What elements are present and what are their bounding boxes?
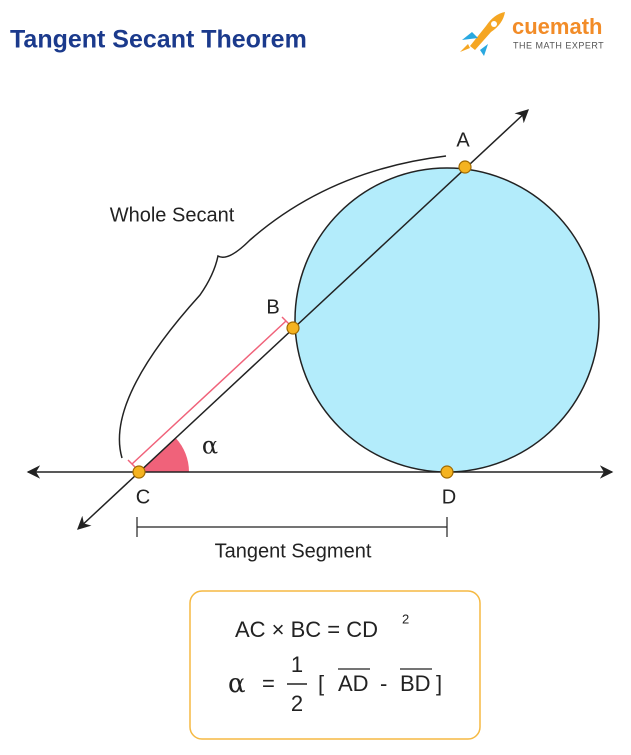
logo: cuemath THE MATH EXPERT bbox=[460, 12, 604, 56]
formula-superscript: 2 bbox=[402, 611, 409, 626]
formula-numerator: 1 bbox=[291, 652, 303, 677]
points bbox=[132, 160, 472, 479]
formula-line1: AC × BC = CD bbox=[235, 617, 378, 642]
logo-tagline: THE MATH EXPERT bbox=[513, 40, 604, 50]
formula-close: ] bbox=[436, 671, 442, 696]
whole-secant-label: Whole Secant bbox=[110, 204, 235, 226]
formula-minus: - bbox=[380, 671, 387, 696]
formula-open: [ bbox=[318, 671, 324, 696]
logo-name: cuemath bbox=[512, 14, 602, 39]
title: Tangent Secant Theorem bbox=[10, 26, 307, 54]
tangent-segment-label: Tangent Segment bbox=[215, 540, 372, 562]
formula-box bbox=[189, 590, 481, 740]
whole-secant-brace bbox=[118, 155, 447, 459]
formula-arc1: AD bbox=[338, 671, 369, 696]
point-label: B bbox=[266, 296, 279, 318]
tangent-dimension bbox=[136, 517, 448, 537]
point-label: A bbox=[456, 129, 470, 151]
point-label: D bbox=[442, 486, 456, 508]
angle-wedge bbox=[139, 437, 190, 472]
formula-denominator: 2 bbox=[291, 691, 303, 716]
formula-arc2: BD bbox=[400, 671, 431, 696]
angle-label: α bbox=[202, 432, 218, 460]
point-label: C bbox=[136, 486, 150, 508]
formula-eq: = bbox=[262, 671, 275, 696]
circle bbox=[294, 167, 600, 473]
secant-line bbox=[77, 109, 529, 530]
formula-alpha: α bbox=[228, 669, 246, 699]
